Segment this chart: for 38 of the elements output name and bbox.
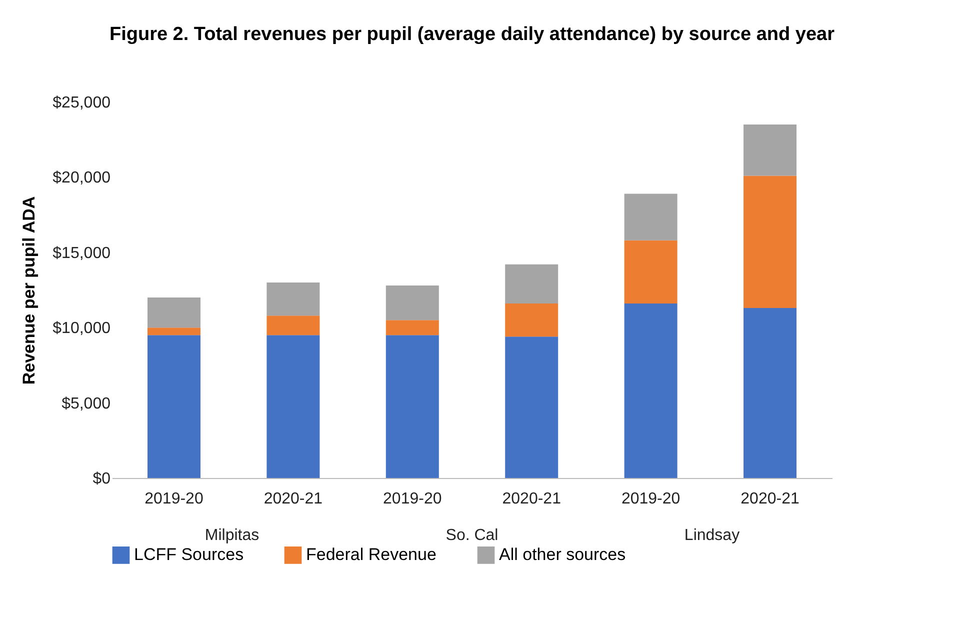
y-tick-label: $20,000 [52,170,111,187]
bar [386,320,439,336]
x-tick-label: 2019-20 [383,490,442,508]
x-tick-label: 2019-20 [621,490,680,508]
y-tick-label: $10,000 [52,320,111,338]
bar [266,282,320,316]
legend-label: LCFF Sources [134,545,244,564]
bar [266,335,320,478]
x-tick-label: 2019-20 [144,490,204,508]
bar [624,304,678,478]
bar [505,304,558,337]
bar [505,336,558,478]
bar [147,335,200,478]
x-tick-label: 2020-21 [264,490,323,508]
y-tick-label: $0 [92,470,111,488]
bar [386,335,439,478]
bar [266,316,320,336]
bar [505,264,558,304]
y-tick-label: $25,000 [52,94,111,112]
text: So. Cal [446,527,498,544]
bar [624,240,678,304]
y-axis-title: Revenue per pupil ADA [20,196,39,385]
y-tick-label: $5,000 [62,395,111,412]
legend-label: All other sources [499,545,626,564]
legend-label: Federal Revenue [306,545,436,564]
x-tick-label: 2020-21 [740,490,800,508]
bar [147,298,200,328]
bar [624,194,678,240]
x-tick-label: 2020-21 [502,490,562,508]
bar [386,285,439,320]
text: Lindsay [684,527,740,544]
bar [744,124,797,176]
bar [744,308,797,478]
text: Milpitas [204,527,260,544]
chart-title: Figure 2. Total revenues per pupil (average daily attendance) by source and year [109,24,836,45]
bar [147,328,200,336]
y-tick-label: $15,000 [52,244,111,262]
bar [744,176,797,308]
